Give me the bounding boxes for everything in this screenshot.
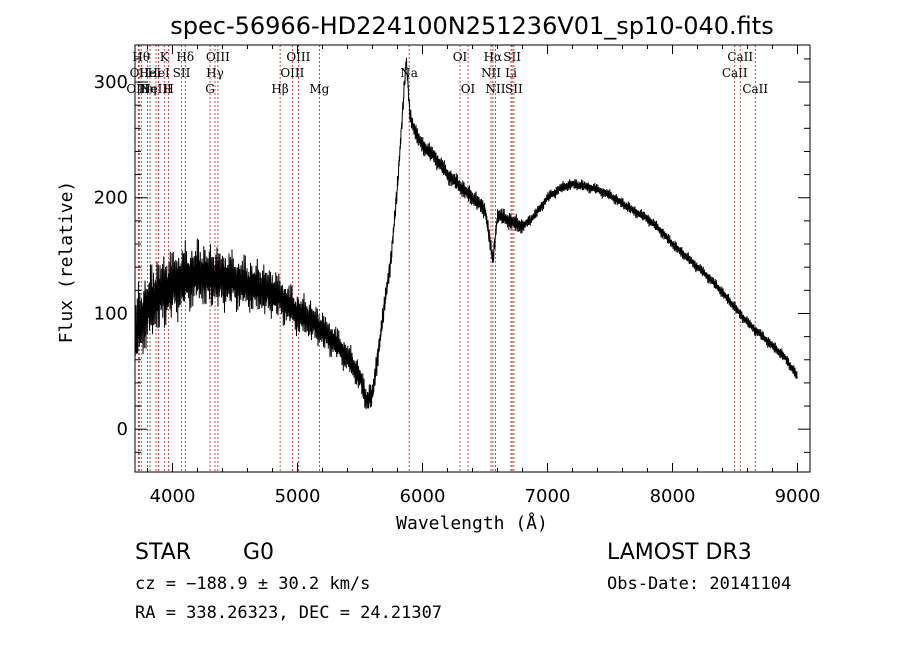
line-marker-label: Hα [484, 50, 503, 64]
line-marker-label: NII [481, 66, 501, 80]
x-tick-label: 9000 [775, 486, 821, 507]
line-marker-label: Hδ [176, 50, 194, 64]
line-marker-label: SII [173, 66, 191, 80]
line-marker-label: Li [505, 66, 517, 80]
line-marker-label: NII [486, 82, 506, 96]
line-marker-label: CaII [722, 66, 748, 80]
line-marker-label: OIII [126, 82, 150, 96]
line-marker-label: Hβ [271, 82, 288, 96]
ra-dec: RA = 338.26323, DEC = 24.21307 [135, 603, 443, 623]
plot-frame [134, 44, 811, 473]
line-marker-label: G [205, 82, 215, 96]
axis-ticks: 4000 5000 6000 7000 8000 9000 0 100 200 300 [94, 45, 821, 507]
y-tick-label: 300 [94, 72, 128, 93]
chart-title: spec-56966-HD224100N251236V01_sp10-040.f… [170, 12, 773, 40]
line-marker-label: OIII [206, 50, 230, 64]
line-marker-label: Na [400, 66, 418, 80]
line-marker-label: OI [453, 50, 468, 64]
line-marker-label: HeI [147, 66, 170, 80]
spectrum-line [134, 57, 798, 410]
line-marker-layer: HθOIIOIIIHηHeINeIIIHeIKHSIIHδGHγOIIIHβOI… [126, 45, 768, 472]
object-subclass: G0 [243, 540, 275, 565]
line-marker-label: OIII [280, 66, 304, 80]
line-marker-label: OI [461, 82, 476, 96]
line-marker-label: Hθ [132, 50, 150, 64]
y-tick-label: 0 [117, 419, 128, 440]
y-tick-label: 200 [94, 188, 128, 209]
y-axis-label: Flux (relative) [56, 181, 77, 344]
line-marker-label: Hγ [206, 66, 224, 80]
line-marker-label: CaII [727, 50, 753, 64]
x-tick-label: 8000 [650, 486, 696, 507]
survey-name: LAMOST DR3 [607, 540, 752, 565]
x-tick-label: 5000 [275, 486, 321, 507]
line-marker-label: K [160, 50, 170, 64]
object-class: STAR [135, 540, 192, 565]
x-axis-label: Wavelength (Å) [396, 512, 548, 534]
x-tick-label: 4000 [150, 486, 196, 507]
x-tick-label: 7000 [525, 486, 571, 507]
line-marker-label: OII [130, 66, 150, 80]
obs-date: Obs-Date: 20141104 [607, 574, 792, 594]
line-marker-label: Mg [309, 82, 329, 96]
y-tick-label: 100 [94, 303, 128, 324]
cz-velocity: cz = −188.9 ± 30.2 km/s [135, 574, 371, 594]
line-marker-label: Hη [139, 82, 157, 96]
line-marker-label: H [163, 82, 173, 96]
line-marker-label: CaII [742, 82, 768, 96]
line-marker-label: OIII [286, 50, 310, 64]
x-tick-label: 6000 [400, 486, 446, 507]
line-marker-label: SII [503, 50, 521, 64]
line-marker-label: SII [505, 82, 523, 96]
